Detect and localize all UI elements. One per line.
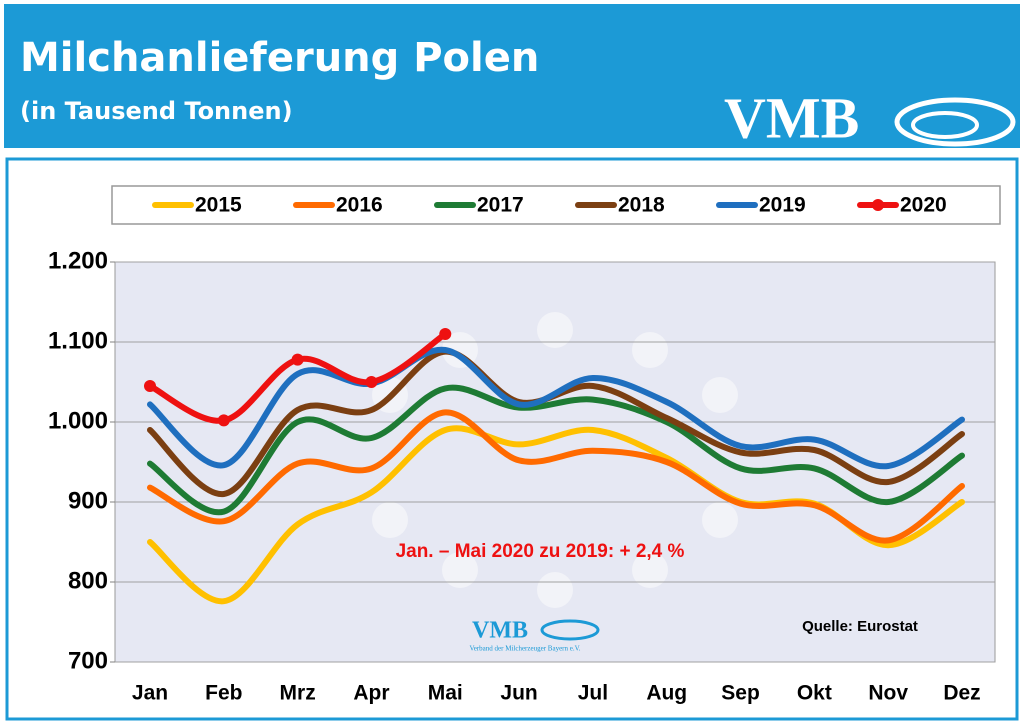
- x-tick-label: Okt: [797, 682, 832, 705]
- legend-label: 2015: [195, 194, 242, 217]
- x-tick-label: Mrz: [280, 682, 316, 705]
- logo: VMB: [724, 85, 859, 150]
- series-line: [147, 409, 965, 544]
- series-marker: [144, 380, 156, 392]
- series-line: [147, 346, 965, 470]
- source: Quelle: Eurostat: [802, 618, 918, 635]
- legend-label: 2016: [336, 194, 383, 217]
- series-marker: [217, 414, 230, 427]
- series-line: [147, 384, 965, 516]
- series-marker: [365, 376, 378, 388]
- eu-stars: [372, 312, 738, 608]
- y-tick-label: 1.100: [48, 327, 108, 354]
- x-tick-label: Jul: [578, 682, 608, 705]
- chart-subtitle: (in Tausend Tonnen): [20, 97, 293, 125]
- legend-label: 2020: [900, 194, 947, 217]
- legend-label: 2017: [477, 194, 524, 217]
- series-marker: [439, 328, 452, 340]
- x-tick-label: Jan: [132, 682, 168, 705]
- x-tick-label: Sep: [721, 682, 760, 705]
- chart-title: Milchanlieferung Polen: [20, 35, 539, 81]
- logo-swirl: [894, 97, 1016, 147]
- x-tick-label: Apr: [353, 682, 389, 705]
- y-tick-label: 1.200: [48, 247, 108, 274]
- y-tick-label: 900: [68, 487, 108, 514]
- legend-label: 2019: [759, 194, 806, 217]
- watermark-swirl: [540, 619, 600, 641]
- x-tick-label: Mai: [428, 682, 463, 705]
- logo-swirl: [911, 111, 979, 139]
- x-tick-label: Aug: [646, 682, 687, 705]
- plot: 700 800 900 1.000 1.100 1.200 Jan Feb Mrz Apr Mai J…: [48, 247, 995, 705]
- x-tick-label: Dez: [943, 682, 980, 705]
- x-tick-label: Nov: [868, 682, 908, 705]
- y-tick-label: 1.000: [48, 407, 108, 434]
- x-tick-label: Feb: [205, 682, 242, 705]
- y-tick-label: 700: [68, 647, 108, 674]
- x-tick-label: Jun: [500, 682, 537, 705]
- y-tick-label: 800: [68, 567, 108, 594]
- watermark-logo: VMB: [472, 618, 528, 644]
- header-band: [4, 4, 1020, 148]
- series-marker: [291, 353, 304, 366]
- annotation: Jan. – Mai 2020 zu 2019: + 2,4 %: [396, 541, 685, 562]
- legend-box: [111, 185, 1001, 225]
- legend-label: 2018: [618, 194, 665, 217]
- legend-marker: [872, 199, 884, 211]
- watermark-subtext: Verband der Milcherzeuger Bayern e.V.: [469, 645, 580, 653]
